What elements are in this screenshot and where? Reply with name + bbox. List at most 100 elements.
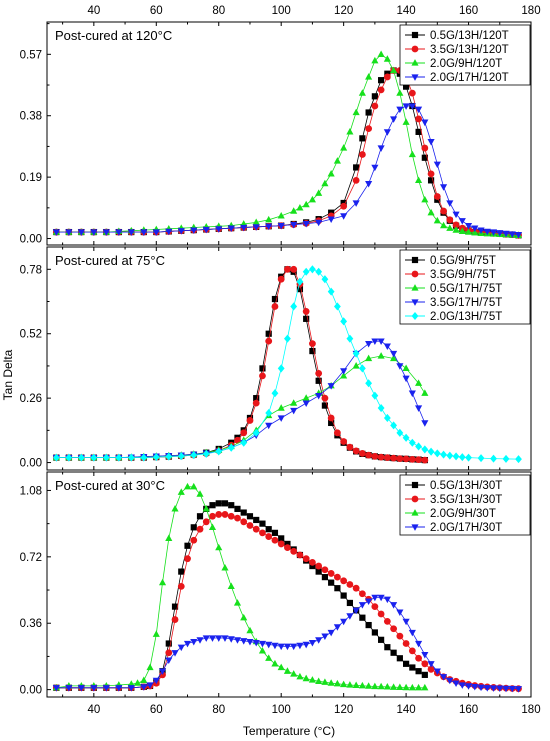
data-point — [384, 644, 391, 651]
data-point — [240, 518, 248, 526]
data-point — [165, 534, 173, 542]
data-point — [215, 226, 223, 233]
data-point — [421, 671, 428, 678]
data-point — [383, 55, 391, 62]
data-point — [177, 452, 185, 461]
data-point — [514, 232, 523, 239]
data-point — [371, 338, 379, 346]
data-point — [440, 207, 447, 215]
data-point — [483, 228, 491, 236]
data-point — [359, 614, 366, 621]
data-point — [452, 680, 460, 688]
data-point — [483, 685, 491, 692]
data-point — [352, 362, 360, 369]
data-point — [277, 663, 285, 671]
data-point — [152, 229, 160, 236]
top-x-axis: 40 60 80 100 120 140 160 180 — [87, 5, 540, 17]
data-point — [340, 213, 348, 220]
data-point — [365, 125, 373, 133]
chart-panel: 0.00 0.19 0.38 0.57 Post-cured at 120°C 0.5G/… — [20, 21, 532, 246]
data-point — [227, 512, 235, 520]
data-point — [377, 50, 385, 57]
data-point — [440, 450, 447, 459]
data-point — [215, 511, 223, 518]
data-point — [433, 193, 441, 200]
data-point — [358, 602, 366, 609]
data-point — [234, 436, 241, 444]
y-tick-label: 0.36 — [20, 618, 42, 630]
data-point — [489, 229, 498, 236]
legend-marker — [411, 74, 419, 81]
bottom-x-tick-label: 160 — [459, 704, 478, 716]
data-point — [340, 371, 348, 379]
data-point — [65, 685, 73, 692]
legend-marker — [411, 481, 419, 489]
data-point — [340, 592, 347, 599]
data-point — [52, 229, 60, 236]
data-point — [302, 308, 310, 315]
y-tick-label: 0.26 — [20, 393, 42, 405]
legend-label: 3.5G/17H/75T — [430, 297, 502, 309]
data-point — [184, 542, 191, 549]
data-point — [402, 375, 410, 383]
data-point — [265, 337, 273, 345]
data-point — [352, 681, 360, 689]
panels: 0.00 0.19 0.38 0.57 Post-cured at 120°C 0.5G/… — [20, 21, 532, 698]
data-point — [396, 683, 404, 691]
data-point — [371, 603, 379, 611]
data-point — [377, 352, 385, 359]
data-point — [371, 164, 379, 172]
data-point — [415, 379, 423, 386]
data-point — [365, 109, 372, 116]
chart-title: Post-cured at 75°C — [55, 253, 165, 268]
bottom-x-tick-label: 100 — [272, 704, 291, 716]
data-point — [346, 599, 353, 607]
data-point — [77, 229, 85, 236]
data-point — [383, 617, 391, 625]
legend-marker — [411, 45, 419, 53]
data-point — [190, 536, 198, 544]
data-point — [115, 685, 123, 692]
data-point — [290, 265, 298, 273]
data-point — [365, 598, 373, 605]
data-point — [440, 674, 448, 681]
data-point — [127, 453, 135, 462]
data-point — [283, 643, 292, 651]
series-line — [56, 268, 425, 461]
data-point — [396, 106, 404, 114]
data-point — [446, 200, 454, 207]
data-point — [421, 683, 429, 691]
chart-panel: 0.00 0.26 0.52 0.78 Post-cured at 75°C 0.5G/9… — [20, 246, 532, 471]
data-point — [152, 630, 160, 637]
data-point — [90, 685, 98, 692]
data-point — [390, 421, 398, 430]
data-point — [377, 404, 385, 413]
data-point — [233, 637, 242, 644]
data-point — [258, 640, 267, 648]
data-point — [277, 364, 285, 373]
data-point — [402, 118, 410, 125]
data-point — [240, 509, 247, 516]
data-point — [346, 613, 354, 620]
data-point — [408, 103, 416, 110]
top-x-tick-label: 80 — [212, 5, 225, 17]
chart-title: Post-cured at 30°C — [55, 478, 165, 493]
data-point — [421, 660, 429, 668]
data-point — [408, 629, 416, 637]
plot-frame — [46, 246, 532, 471]
data-point — [353, 164, 360, 171]
data-point — [177, 644, 185, 652]
legend-marker — [411, 524, 419, 531]
data-point — [202, 518, 210, 526]
data-point — [396, 655, 403, 662]
data-point — [127, 685, 135, 692]
data-point — [452, 211, 460, 219]
data-point — [421, 420, 429, 427]
data-point — [209, 502, 216, 509]
data-point — [265, 408, 273, 418]
data-point — [152, 453, 160, 462]
data-point — [333, 302, 341, 311]
data-point — [127, 229, 135, 236]
data-point — [402, 640, 410, 647]
data-point — [296, 672, 304, 680]
